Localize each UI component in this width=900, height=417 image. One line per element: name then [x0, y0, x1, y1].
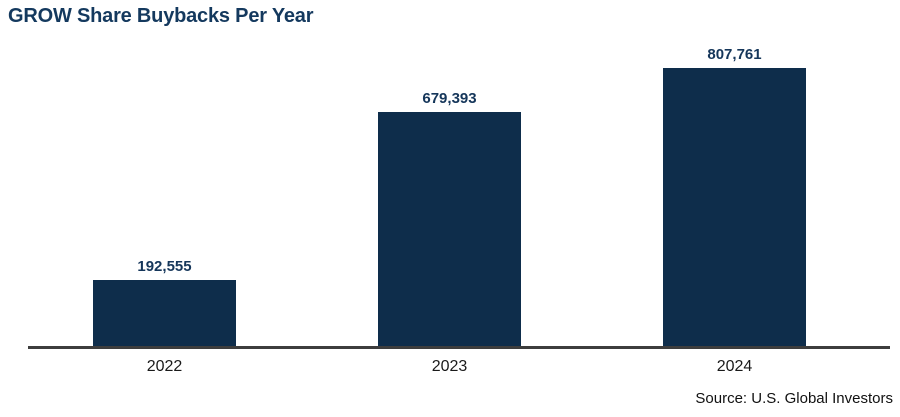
bar-group-2024: 807,761	[663, 46, 806, 346]
bar-value-label: 192,555	[137, 258, 192, 275]
x-axis-labels: 2022 2023 2024	[0, 358, 900, 380]
bar-2024	[663, 68, 806, 346]
bar-value-label: 807,761	[707, 46, 762, 63]
bar-group-2023: 679,393	[378, 90, 521, 346]
x-tick-2022: 2022	[146, 358, 183, 375]
bar-group-2022: 192,555	[93, 258, 236, 346]
x-tick-2024: 2024	[716, 358, 753, 375]
bar-2023	[378, 112, 521, 346]
bars-container: 192,555 679,393 807,761	[93, 46, 806, 346]
x-axis-line	[28, 346, 890, 349]
bar-2022	[93, 280, 236, 346]
source-attribution: Source: U.S. Global Investors	[695, 390, 893, 407]
x-tick-2023: 2023	[431, 358, 468, 375]
bar-value-label: 679,393	[422, 90, 477, 107]
chart-title: GROW Share Buybacks Per Year	[8, 5, 314, 27]
